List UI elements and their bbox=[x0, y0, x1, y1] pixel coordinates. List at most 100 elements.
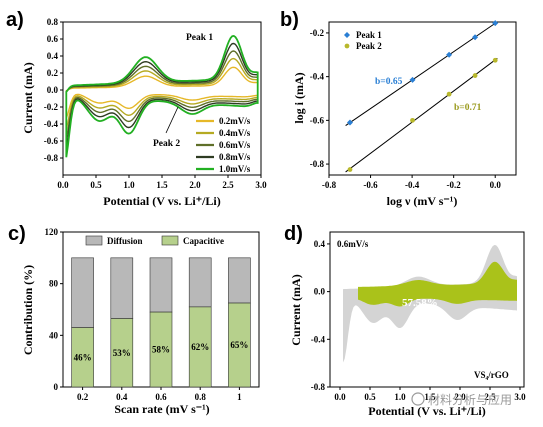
x-tick-label: 2.0 bbox=[454, 392, 466, 402]
bar-capacitive bbox=[188, 306, 212, 388]
legend-marker bbox=[344, 43, 350, 49]
x-tick-label: 1 bbox=[237, 392, 242, 402]
data-point bbox=[446, 91, 452, 97]
y-tick-label: 0.0 bbox=[314, 287, 326, 297]
x-tick-label: 0.0 bbox=[57, 180, 69, 190]
watermark-text: 材料分析与应用 bbox=[428, 392, 512, 407]
x-tick-label: 0.5 bbox=[364, 392, 376, 402]
y-tick-label: -0.8 bbox=[310, 159, 325, 169]
y-tick-label: 0.8 bbox=[47, 17, 59, 27]
data-point bbox=[347, 167, 353, 172]
legend-label: Diffusion bbox=[107, 236, 143, 246]
data-point bbox=[409, 76, 416, 83]
x-tick-label: 0.2 bbox=[77, 392, 89, 402]
fit-line-Peak 2 bbox=[345, 57, 498, 173]
y-axis-title: Current (mA) bbox=[289, 274, 303, 345]
y-tick-label: -0.4 bbox=[310, 72, 325, 82]
x-tick-label: 0.8 bbox=[195, 392, 207, 402]
contribution-bar-panel: 0 40 80 120 0.2 0.4 0.6 0.8 1 46% 53% 58% 62% 65% Di… bbox=[21, 227, 260, 416]
y-axis-title: log i (mA) bbox=[292, 72, 306, 123]
y-tick-label: -0.6 bbox=[44, 136, 59, 146]
y-axis-title: Contribution (%) bbox=[21, 265, 35, 355]
x-tick-label: 2.0 bbox=[189, 180, 201, 190]
x-axis-title: log ν (mV s⁻¹) bbox=[387, 194, 458, 208]
y-tick-label: 0.0 bbox=[47, 85, 59, 95]
y-tick-label: -0.4 bbox=[44, 119, 59, 129]
peak-2-arrow bbox=[165, 106, 179, 134]
legend-label: Peak 2 bbox=[356, 41, 382, 51]
plot-frame bbox=[328, 21, 517, 176]
panel-b-label: b) bbox=[280, 9, 299, 31]
x-tick-label: 1.5 bbox=[424, 392, 436, 402]
x-tick-label: 0.4 bbox=[116, 392, 128, 402]
y-tick-label: 120 bbox=[45, 227, 59, 237]
bar-capacitive bbox=[71, 327, 94, 388]
y-tick-label: -0.6 bbox=[310, 115, 325, 125]
peak-2-slope-label: b=0.71 bbox=[454, 103, 482, 113]
bar-value-label: 46% bbox=[74, 352, 92, 362]
x-axis-title: Scan rate (mV s⁻¹) bbox=[114, 402, 209, 416]
data-point bbox=[410, 117, 415, 123]
legend-label: Capacitive bbox=[183, 236, 224, 246]
legend-label: 0.4mV/s bbox=[219, 128, 251, 138]
bar-value-label: 62% bbox=[191, 342, 209, 352]
x-tick-label: -0.8 bbox=[322, 180, 337, 190]
peak-2-label: Peak 2 bbox=[153, 139, 180, 149]
x-tick-label: 1.0 bbox=[394, 392, 406, 402]
x-axis-title: Potential (V vs. Li⁺/Li) bbox=[103, 194, 220, 208]
y-tick-label: 40 bbox=[49, 330, 59, 340]
bar-capacitive bbox=[228, 302, 251, 388]
x-tick-label: -0.2 bbox=[447, 180, 462, 190]
peak-1-slope-label: b=0.65 bbox=[375, 77, 403, 87]
plot-frame bbox=[329, 231, 525, 388]
bar-value-label: 53% bbox=[113, 348, 131, 358]
y-tick-label: -0.2 bbox=[44, 102, 59, 112]
x-axis-title: Potential (V vs. Li⁺/Li) bbox=[368, 404, 485, 418]
y-tick-label: -0.8 bbox=[311, 382, 326, 392]
wechat-icon bbox=[411, 392, 425, 406]
legend-label: 0.2mV/s bbox=[219, 116, 251, 126]
y-tick-label: 0.4 bbox=[314, 239, 326, 249]
legend-label: Peak 1 bbox=[356, 30, 382, 40]
bar-diffusion bbox=[228, 257, 251, 304]
x-tick-label: 3.0 bbox=[514, 392, 526, 402]
x-tick-label: -0.4 bbox=[405, 180, 420, 190]
x-tick-label: 0.0 bbox=[334, 392, 346, 402]
data-point bbox=[446, 51, 453, 58]
x-tick-label: 2.5 bbox=[222, 180, 234, 190]
legend-label: 1.0mV/s bbox=[219, 164, 251, 174]
bar-value-label: 65% bbox=[230, 340, 248, 350]
panel-c-label: c) bbox=[8, 223, 26, 245]
y-tick-label: -0.2 bbox=[310, 28, 325, 38]
panel-d-label: d) bbox=[284, 223, 303, 245]
y-tick-label: 80 bbox=[49, 279, 59, 289]
x-tick-label: 3.0 bbox=[255, 180, 267, 190]
x-tick-label: 1.5 bbox=[156, 180, 168, 190]
capacitive-area-panel: 0.0 0.5 1.0 1.5 2.0 2.5 3.0 -0.8 -0.4 0.0 0.4 0.6m… bbox=[289, 231, 526, 418]
capacitive-percent-label: 57.58% bbox=[402, 297, 438, 309]
bar-diffusion bbox=[110, 257, 134, 319]
bar-diffusion bbox=[71, 257, 94, 328]
bar-diffusion bbox=[149, 257, 173, 313]
capacitive-area bbox=[358, 261, 517, 307]
legend: 0.2mV/s 0.4mV/s 0.6mV/s 0.8mV/s 1.0mV/s bbox=[196, 116, 251, 174]
y-tick-label: -0.4 bbox=[311, 334, 326, 344]
bar-value-label: 58% bbox=[152, 345, 170, 355]
x-tick-label: 0.6 bbox=[155, 392, 167, 402]
x-tick-label: 0.0 bbox=[490, 180, 502, 190]
bar-capacitive bbox=[110, 318, 134, 388]
data-point bbox=[472, 34, 479, 41]
data-point bbox=[472, 73, 478, 78]
x-tick-label: 0.5 bbox=[90, 180, 102, 190]
total-current-area bbox=[343, 245, 517, 363]
sample-label: VS₄/rGO bbox=[474, 370, 509, 380]
y-tick-label: 0.4 bbox=[47, 51, 59, 61]
data-point bbox=[346, 119, 353, 126]
y-tick-label: 0.6 bbox=[47, 34, 59, 44]
watermark: 材料分析与应用 bbox=[411, 392, 512, 407]
legend-swatch bbox=[85, 235, 103, 246]
cv-curves-panel: 0.0 0.5 1.0 1.5 2.0 2.5 3.0 -0.8 -0.6 -0.4 -0.2 0.0… bbox=[21, 17, 267, 208]
legend-label: 0.8mV/s bbox=[219, 152, 251, 162]
